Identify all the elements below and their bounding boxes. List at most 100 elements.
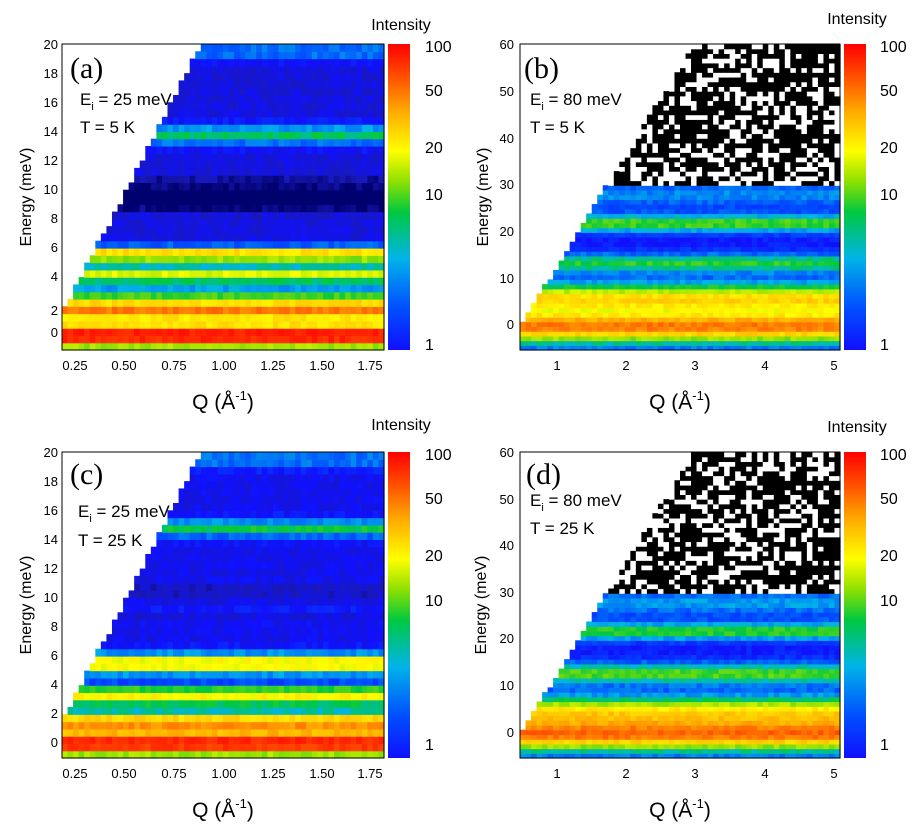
heatmap-cell	[834, 199, 841, 205]
heatmap-cell	[195, 124, 202, 133]
heatmap-cell	[724, 340, 731, 346]
heatmap-cell	[812, 321, 819, 328]
heatmap-cell	[613, 251, 620, 257]
heatmap-cell	[156, 269, 163, 278]
heatmap-cell	[372, 335, 380, 344]
heatmap-cell	[828, 345, 836, 351]
heatmap-cell	[735, 265, 742, 271]
heatmap-cell	[790, 44, 797, 50]
heatmap-cell	[334, 277, 341, 286]
heatmap-cell	[790, 345, 797, 351]
heatmap-cell	[746, 72, 753, 78]
heatmap-cell	[674, 279, 681, 285]
heatmap-cell	[724, 237, 731, 243]
heatmap-cell	[106, 656, 113, 664]
heatmap-cell	[740, 76, 747, 83]
heatmap-cell	[89, 663, 96, 672]
heatmap-cell	[289, 58, 296, 67]
heatmap-cell	[696, 284, 703, 290]
heatmap-cell	[123, 204, 130, 213]
heatmap-cell	[685, 62, 692, 69]
heatmap-cell	[250, 226, 257, 235]
heatmap-cell	[713, 326, 720, 332]
heatmap-cell	[828, 86, 836, 92]
heatmap-cell	[306, 284, 313, 293]
heatmap-cell	[790, 189, 797, 196]
heatmap-cell	[674, 128, 681, 135]
heatmap-cell	[823, 95, 830, 102]
heatmap-cell	[718, 269, 725, 276]
heatmap-cell	[652, 302, 659, 309]
heatmap-cell	[784, 114, 791, 120]
heatmap-cell	[751, 95, 758, 102]
heatmap-cell	[685, 279, 692, 285]
heatmap-cell	[250, 313, 257, 322]
heatmap-cell	[806, 232, 814, 238]
heatmap-cell	[228, 306, 235, 315]
heatmap-cell	[575, 331, 582, 337]
heatmap-cell	[768, 326, 775, 332]
heatmap-cell	[211, 306, 219, 315]
heatmap-cell	[289, 277, 296, 286]
heatmap-cell	[674, 76, 681, 83]
heatmap-cell	[128, 197, 135, 205]
heatmap-cell	[806, 100, 814, 106]
heatmap-cell	[261, 211, 269, 220]
heatmap-cell	[801, 91, 808, 97]
heatmap-cell	[768, 269, 775, 276]
heatmap-cell	[139, 189, 146, 198]
heatmap-cell	[812, 218, 819, 224]
heatmap-cell	[635, 307, 642, 313]
heatmap-cell	[806, 204, 814, 210]
heatmap-cell	[295, 277, 302, 286]
heatmap-cell	[795, 67, 802, 73]
heatmap-cell	[317, 109, 324, 118]
heatmap-cell	[128, 284, 135, 293]
heatmap-cell	[250, 95, 257, 103]
heatmap-cell	[184, 189, 191, 198]
heatmap-cell	[668, 345, 676, 351]
heatmap-cell	[372, 124, 380, 133]
heatmap-cell	[790, 194, 797, 200]
heatmap-cell	[724, 335, 731, 342]
heatmap-cell	[117, 291, 124, 300]
heatmap-cell	[768, 204, 775, 210]
heatmap-cell	[361, 95, 368, 103]
heatmap-cell	[668, 114, 676, 120]
heatmap-cell	[729, 241, 736, 248]
heatmap-cell	[150, 138, 157, 147]
heatmap-cell	[328, 211, 335, 220]
heatmap-cell	[350, 95, 357, 103]
heatmap-cell	[189, 262, 196, 271]
heatmap-cell	[156, 153, 163, 162]
heatmap-cell	[735, 105, 742, 111]
heatmap-cell	[691, 95, 698, 102]
heatmap-cell	[657, 119, 665, 125]
heatmap-cell	[272, 146, 280, 154]
heatmap-cell	[751, 72, 758, 78]
heatmap-cell	[784, 67, 791, 73]
heatmap-cell	[195, 189, 202, 198]
heatmap-cell	[762, 152, 769, 158]
heatmap-cell	[729, 265, 736, 271]
heatmap-cell	[184, 248, 191, 256]
heatmap-cell	[773, 166, 780, 172]
heatmap-cell	[718, 185, 725, 191]
heatmap-cell	[790, 307, 797, 313]
heatmap-cell	[228, 51, 235, 60]
heatmap-cell	[311, 291, 318, 300]
heatmap-cell	[751, 269, 758, 276]
heatmap-cell	[834, 237, 841, 243]
heatmap-cell	[267, 167, 274, 176]
heatmap-cell	[200, 51, 207, 60]
heatmap-cell	[95, 677, 102, 686]
heatmap-cell	[751, 274, 758, 280]
heatmap-cell	[272, 233, 280, 242]
heatmap-cell	[613, 298, 620, 304]
heatmap-cell	[724, 156, 731, 163]
heatmap-cell	[367, 87, 374, 96]
heatmap-cell	[597, 298, 604, 304]
heatmap-cell	[223, 44, 230, 52]
heatmap-cell	[228, 233, 235, 242]
heatmap-cell	[239, 291, 246, 300]
